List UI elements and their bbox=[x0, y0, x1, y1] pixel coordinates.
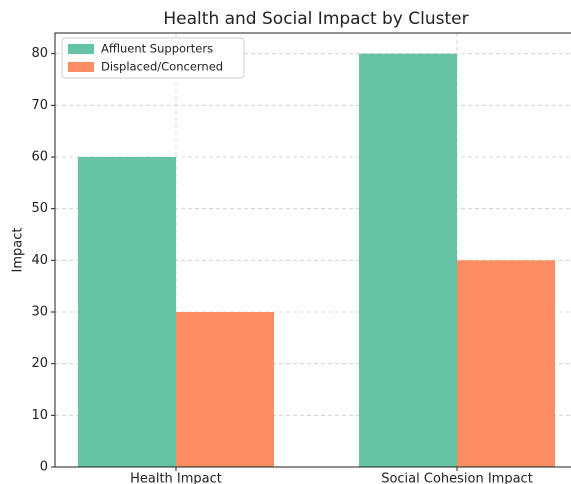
bar bbox=[359, 53, 457, 468]
x-tick-label: Health Impact bbox=[130, 472, 222, 484]
legend-swatch bbox=[68, 44, 94, 54]
y-axis-label: Impact bbox=[11, 228, 26, 273]
y-tick-label: 60 bbox=[31, 150, 48, 165]
x-tick-label: Social Cohesion Impact bbox=[381, 472, 533, 484]
y-tick-label: 40 bbox=[31, 253, 48, 268]
legend-box bbox=[61, 37, 245, 79]
y-tick-label: 30 bbox=[31, 305, 48, 320]
bar bbox=[457, 260, 555, 467]
legend-label: Displaced/Concerned bbox=[101, 60, 223, 74]
y-tick-label: 70 bbox=[31, 98, 48, 113]
bar bbox=[176, 312, 274, 467]
chart-title: Health and Social Impact by Cluster bbox=[163, 9, 468, 29]
bar bbox=[78, 157, 176, 467]
legend: Affluent Supporters Displaced/Concerned bbox=[61, 37, 245, 79]
y-tick-label: 80 bbox=[31, 46, 48, 61]
y-tick-label: 0 bbox=[40, 460, 48, 475]
y-tick-label: 10 bbox=[31, 408, 48, 423]
axis-frame bbox=[54, 32, 571, 468]
y-tick-label: 50 bbox=[31, 201, 48, 216]
legend-swatch bbox=[68, 62, 94, 72]
legend-label: Affluent Supporters bbox=[101, 42, 213, 56]
y-tick-label: 20 bbox=[31, 356, 48, 371]
